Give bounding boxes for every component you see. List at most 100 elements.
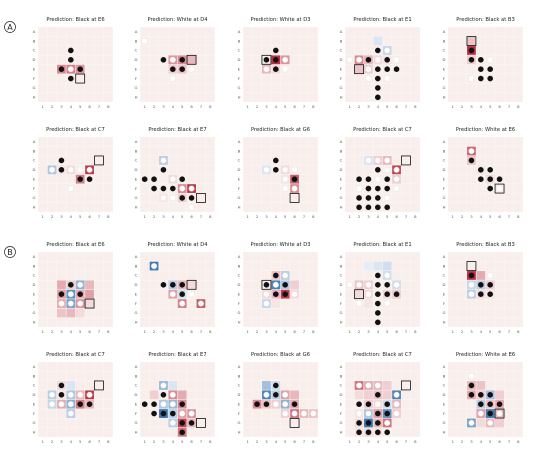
board-cell xyxy=(308,184,318,193)
board-cell xyxy=(85,27,94,37)
board-cell xyxy=(187,308,196,318)
black-stone xyxy=(254,401,260,407)
row-tick-label: D xyxy=(135,167,138,172)
board-cell xyxy=(75,202,85,212)
black-stone xyxy=(375,410,381,417)
board-cell xyxy=(299,27,309,37)
board-cell xyxy=(75,252,85,262)
white-stone xyxy=(179,410,186,417)
board-cell xyxy=(140,64,150,74)
board-cell xyxy=(299,156,309,165)
board-cell xyxy=(271,92,281,102)
black-stone xyxy=(365,185,372,192)
board-cell xyxy=(168,261,178,271)
board-cell xyxy=(504,381,514,390)
panel-title: Prediction: Black at C7 xyxy=(353,352,412,358)
prediction-highlight xyxy=(354,64,364,75)
black-stone xyxy=(58,157,65,164)
board-cell xyxy=(85,409,94,418)
board-cell xyxy=(47,252,57,262)
row-tick-label: B xyxy=(135,373,138,378)
board-cell xyxy=(75,193,85,203)
board-cell xyxy=(401,317,411,327)
white-stone xyxy=(160,382,167,389)
board-cell xyxy=(196,156,206,165)
row-tick-label: H xyxy=(135,205,138,210)
white-stone xyxy=(282,66,289,73)
board-cell xyxy=(513,74,523,83)
board-cell xyxy=(485,299,495,308)
col-tick-label: 5 xyxy=(489,439,492,444)
board-cell xyxy=(47,299,57,308)
heat-cell xyxy=(364,261,373,271)
board-cell xyxy=(467,299,476,308)
board-cell xyxy=(94,381,104,390)
col-tick-label: 8 xyxy=(107,439,110,444)
board-cell xyxy=(177,92,187,102)
white-stone xyxy=(384,47,391,54)
white-stone xyxy=(346,281,353,288)
board-cell xyxy=(252,74,262,83)
board-cell xyxy=(308,271,318,280)
board-cell xyxy=(513,92,523,102)
board-cell xyxy=(299,271,309,280)
board-cell xyxy=(504,156,514,165)
board-cell xyxy=(252,299,262,308)
white-stone xyxy=(300,410,307,417)
black-stone xyxy=(58,66,65,72)
black-stone xyxy=(487,410,493,417)
black-stone xyxy=(375,75,381,82)
row-tick-label: F xyxy=(135,186,137,191)
board-cell xyxy=(168,83,178,93)
board-cell xyxy=(513,137,523,147)
col-tick-label: 8 xyxy=(414,104,417,109)
board-cell xyxy=(364,27,373,37)
board-cell xyxy=(410,308,420,318)
board-cell xyxy=(513,83,523,93)
board-cell xyxy=(354,261,364,271)
row-tick-label: E xyxy=(135,176,138,181)
board-cell xyxy=(457,174,467,184)
board-cell xyxy=(448,193,458,203)
col-tick-label: 6 xyxy=(293,329,296,334)
board-cell xyxy=(271,362,281,372)
board-cell xyxy=(75,184,85,193)
board-cell xyxy=(485,308,495,318)
white-stone xyxy=(77,391,84,398)
col-tick-label: 7 xyxy=(200,214,203,219)
board-cell xyxy=(94,74,104,83)
board-cell xyxy=(243,317,253,327)
row-tick-label: D xyxy=(33,392,36,397)
board-cell xyxy=(252,289,262,299)
col-tick-label: 8 xyxy=(517,329,520,334)
board-cell xyxy=(196,184,206,193)
board-cell xyxy=(448,174,458,184)
board-cell xyxy=(187,299,196,308)
board-cell xyxy=(364,36,373,46)
panel-title: Prediction: Black at G6 xyxy=(251,352,310,358)
board-cell xyxy=(410,74,420,83)
board-cell xyxy=(140,308,150,318)
row-tick-label: A xyxy=(238,254,241,259)
board-cell xyxy=(252,427,262,437)
board-cell xyxy=(401,399,411,409)
board-cell xyxy=(66,418,76,428)
board-cell xyxy=(457,146,467,156)
board-cell xyxy=(448,165,458,175)
board-cell xyxy=(354,165,364,175)
board-cell xyxy=(149,46,159,55)
board-cell xyxy=(196,74,206,83)
black-stone xyxy=(273,272,279,279)
board-cell xyxy=(299,427,309,437)
board-cell xyxy=(401,280,411,290)
col-tick-label: 4 xyxy=(480,329,483,334)
board-cell xyxy=(85,193,94,203)
col-tick-label: 1 xyxy=(41,104,44,109)
board-cell xyxy=(66,271,76,280)
board-cell xyxy=(410,193,420,203)
col-tick-label: 8 xyxy=(209,104,212,109)
